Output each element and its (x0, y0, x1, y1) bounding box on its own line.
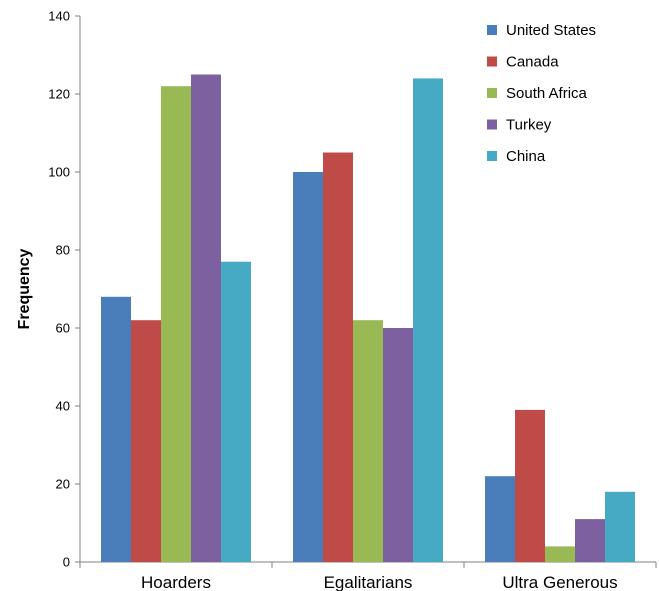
bar-united-states-egalitarians (293, 172, 323, 562)
x-category-label: Egalitarians (324, 573, 413, 591)
legend-swatch (487, 25, 497, 35)
bar-south-africa-ultra-generous (545, 546, 575, 562)
bar-united-states-hoarders (101, 296, 131, 562)
x-axis-ticks: Hoarders Egalitarians Ultra Generous (79, 562, 657, 591)
bar-south-africa-egalitarians (353, 320, 383, 562)
y-tick-label: 40 (56, 399, 70, 414)
bar-turkey-egalitarians (383, 328, 413, 562)
legend-label: Turkey (506, 117, 552, 134)
y-tick-label: 120 (48, 87, 70, 102)
y-tick-label: 60 (56, 321, 70, 336)
bar-china-hoarders (221, 261, 251, 562)
y-tick-label: 80 (56, 243, 70, 258)
bar-turkey-ultra-generous (575, 519, 605, 562)
y-tick-label: 20 (56, 477, 70, 492)
y-tick-label: 100 (48, 165, 70, 180)
bar-turkey-hoarders (191, 74, 221, 562)
chart-legend: United States Canada South Africa Turkey Chi… (487, 22, 596, 165)
legend-swatch (487, 88, 497, 98)
legend-label: China (506, 148, 546, 165)
legend-swatch (487, 151, 497, 161)
y-tick-label: 0 (63, 555, 70, 570)
bar-united-states-ultra-generous (485, 476, 515, 562)
bar-series-group (101, 74, 635, 563)
legend-swatch (487, 119, 497, 130)
bar-canada-ultra-generous (515, 409, 545, 562)
y-tick-label: 140 (48, 9, 70, 24)
y-axis-title: Frequency (16, 248, 33, 329)
bar-china-egalitarians (413, 78, 443, 563)
legend-label: South Africa (506, 85, 588, 102)
legend-swatch (487, 56, 497, 67)
y-axis-ticks: 0 20 40 60 80 100 120 140 (48, 9, 80, 570)
legend-label: United States (506, 22, 596, 39)
bar-canada-hoarders (131, 320, 161, 562)
bar-south-africa-hoarders (161, 86, 191, 562)
x-category-label: Ultra Generous (502, 573, 617, 591)
x-category-label: Hoarders (141, 573, 211, 591)
bar-china-ultra-generous (605, 491, 635, 562)
legend-label: Canada (506, 54, 559, 71)
bar-canada-egalitarians (323, 152, 353, 562)
